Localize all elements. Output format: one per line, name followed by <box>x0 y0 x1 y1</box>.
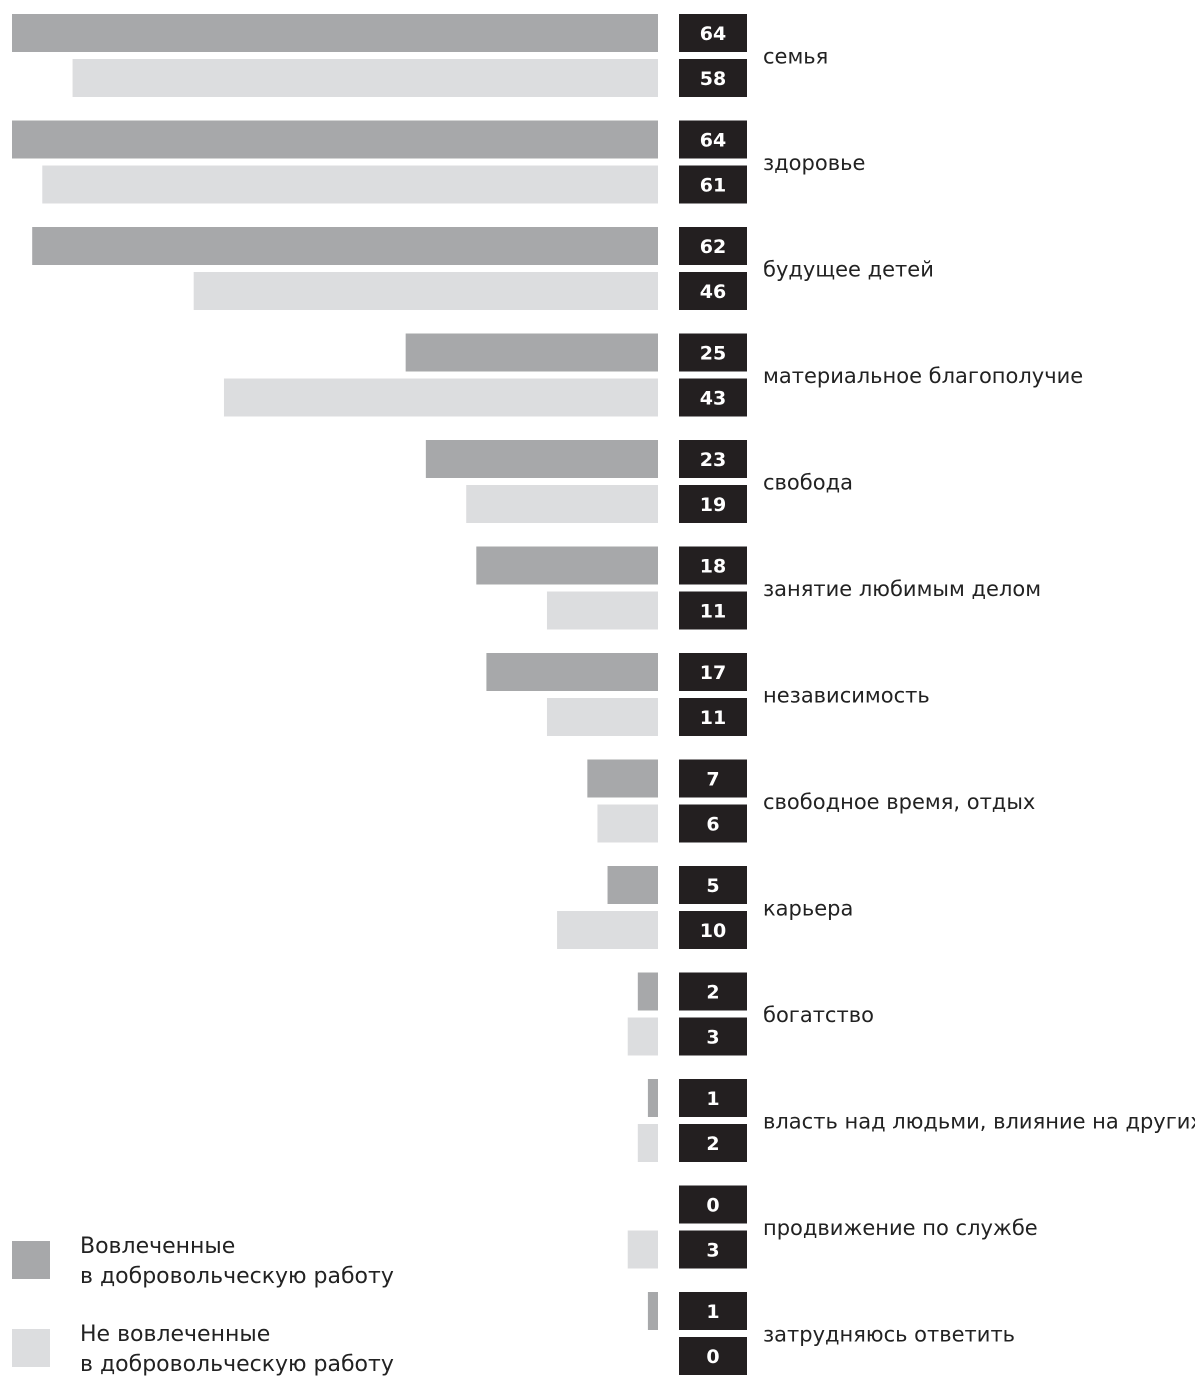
value-label-box <box>679 120 747 159</box>
value-label: 7 <box>706 769 719 791</box>
value-label-box <box>679 1337 747 1375</box>
value-label-box <box>679 546 747 585</box>
value-label-box <box>679 14 747 52</box>
category-label: богатство <box>763 1003 874 1027</box>
bar-not-involved <box>223 378 658 417</box>
value-label: 0 <box>706 1195 719 1217</box>
bar-not-involved <box>597 804 658 843</box>
value-label: 18 <box>700 556 726 578</box>
legend-swatch <box>12 1329 50 1367</box>
value-label: 64 <box>700 23 726 45</box>
category-label: власть над людьми, влияние на других <box>763 1110 1195 1134</box>
category-label: будущее детей <box>763 258 934 282</box>
category-label: продвижение по службе <box>763 1216 1038 1240</box>
value-label: 3 <box>706 1027 719 1049</box>
value-label: 25 <box>700 343 726 365</box>
value-label-box <box>679 1230 747 1269</box>
category-label: затрудняюсь ответить <box>763 1323 1015 1347</box>
bar-involved <box>486 653 658 691</box>
value-label: 61 <box>700 175 726 197</box>
bar-not-involved <box>557 911 658 949</box>
legend-label: в добровольческую работу <box>80 1264 394 1289</box>
value-label-box <box>679 272 747 310</box>
value-label: 17 <box>700 662 726 684</box>
value-label-box <box>679 227 747 265</box>
bar-involved <box>647 1292 658 1330</box>
bar-not-involved <box>42 165 658 204</box>
value-label-box <box>679 59 747 97</box>
value-label-box <box>679 866 747 904</box>
bar-not-involved <box>637 1124 658 1162</box>
value-label-box <box>679 1292 747 1330</box>
value-label-box <box>679 485 747 523</box>
bar-not-involved <box>627 1017 658 1056</box>
value-label: 6 <box>706 814 719 836</box>
bar-involved <box>476 546 658 585</box>
bar-involved <box>587 759 658 798</box>
value-label: 23 <box>700 449 726 471</box>
value-label: 46 <box>700 281 726 303</box>
legend: Вовлеченные в добровольческую работу Не во… <box>12 1234 394 1377</box>
bar-not-involved <box>627 1230 658 1269</box>
category-label: здоровье <box>763 151 865 175</box>
category-label: материальное благополучие <box>763 364 1083 388</box>
value-label: 2 <box>706 982 719 1004</box>
bar-involved <box>405 333 658 372</box>
value-label-box <box>679 759 747 798</box>
bar-not-involved <box>466 485 658 523</box>
bar-not-involved <box>193 272 658 310</box>
category-label: независимость <box>763 684 930 708</box>
value-label: 0 <box>706 1346 719 1368</box>
bar-not-involved <box>546 591 658 630</box>
bar-not-involved <box>72 59 658 97</box>
value-label: 62 <box>700 236 726 258</box>
value-label-box <box>679 378 747 417</box>
category-label: семья <box>763 45 828 69</box>
value-label: 1 <box>706 1301 719 1323</box>
category-label: свобода <box>763 471 853 495</box>
legend-label: Вовлеченные <box>80 1234 235 1259</box>
value-label: 3 <box>706 1240 719 1262</box>
value-label: 43 <box>700 388 726 410</box>
value-label: 64 <box>700 130 726 152</box>
value-label-box <box>679 698 747 736</box>
category-label: занятие любимым делом <box>763 577 1041 601</box>
bar-not-involved <box>546 698 658 736</box>
value-label: 11 <box>700 707 726 729</box>
value-label-box <box>679 333 747 372</box>
value-label: 11 <box>700 601 726 623</box>
bar-involved <box>32 227 658 265</box>
category-label: свободное время, отдых <box>763 790 1035 814</box>
value-label: 19 <box>700 494 726 516</box>
value-label-box <box>679 1079 747 1117</box>
legend-label: Не вовлеченные <box>80 1322 270 1347</box>
value-label: 2 <box>706 1133 719 1155</box>
value-label-box <box>679 804 747 843</box>
value-label-box <box>679 440 747 478</box>
value-label-box <box>679 911 747 949</box>
bar-involved <box>12 120 658 159</box>
bar-involved <box>607 866 658 904</box>
value-label-box <box>679 1185 747 1224</box>
value-label: 1 <box>706 1088 719 1110</box>
value-label-box <box>679 591 747 630</box>
value-label: 5 <box>706 875 719 897</box>
value-label: 58 <box>700 68 726 90</box>
value-label-box <box>679 1017 747 1056</box>
value-label: 10 <box>700 920 726 942</box>
bar-involved <box>425 440 658 478</box>
category-label: карьера <box>763 897 853 921</box>
bar-involved <box>647 1079 658 1117</box>
value-label-box <box>679 1124 747 1162</box>
value-label-box <box>679 972 747 1011</box>
value-label-box <box>679 165 747 204</box>
legend-label: в добровольческую работу <box>80 1352 394 1377</box>
legend-swatch <box>12 1241 50 1279</box>
bar-involved <box>12 14 658 52</box>
value-label-box <box>679 653 747 691</box>
bar-involved <box>637 972 658 1011</box>
